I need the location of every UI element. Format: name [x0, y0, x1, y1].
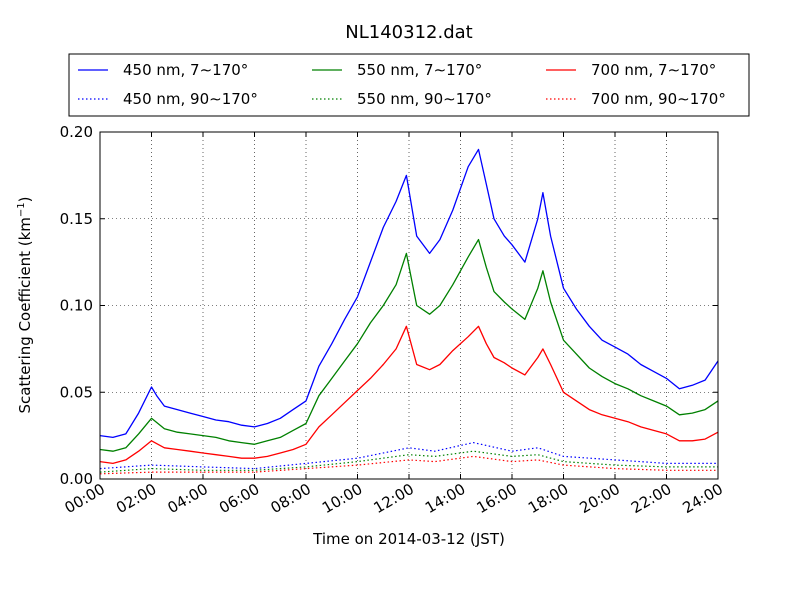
- chart-title: NL140312.dat: [345, 22, 472, 43]
- x-tick-label: 18:00: [525, 480, 571, 517]
- series-group: [99, 148, 719, 475]
- x-tick-label: 12:00: [371, 480, 417, 517]
- y-tick-label: 0.00: [60, 470, 93, 488]
- legend: 450 nm, 7∼170° 450 nm, 90∼170° 550 nm, 7∼1…: [68, 53, 750, 117]
- x-tick-label: 10:00: [319, 480, 365, 517]
- y-tick-label: 0.15: [60, 210, 93, 228]
- series-line-3: [99, 450, 718, 473]
- x-tick-label: 08:00: [268, 480, 314, 517]
- y-tick-label: 0.20: [60, 123, 93, 141]
- x-tick-label: 22:00: [628, 480, 674, 517]
- series-line-4: [99, 325, 719, 465]
- y-axis-label: Scattering Coefficient (km−1): [16, 196, 34, 413]
- x-axis-label: Time on 2014-03-12 (JST): [312, 530, 505, 548]
- series-line-2: [99, 238, 719, 452]
- x-tick-label: 20:00: [577, 480, 623, 517]
- legend-box: [68, 53, 750, 117]
- x-tick-label: 06:00: [216, 480, 262, 517]
- legend-label-5: 700 nm, 90∼170°: [591, 90, 726, 108]
- grid: [100, 132, 718, 479]
- x-tick-label: 16:00: [474, 480, 520, 517]
- x-tick-label: 24:00: [680, 480, 726, 517]
- legend-label-2: 550 nm, 7∼170°: [357, 61, 482, 79]
- legend-label-0: 450 nm, 7∼170°: [123, 61, 248, 79]
- x-tick-label: 14:00: [422, 480, 468, 517]
- y-tick-label: 0.05: [60, 383, 93, 401]
- legend-label-3: 550 nm, 90∼170°: [357, 90, 492, 108]
- ticks: 00:00 02:00 04:00 06:00 08:00 10:00 12:00 14:00…: [60, 123, 726, 517]
- series-line-0: [99, 148, 719, 439]
- y-axis-label-sup: −1: [16, 202, 27, 217]
- x-tick-label: 04:00: [165, 480, 211, 517]
- y-axis-label-main: Scattering Coefficient (km: [16, 217, 34, 413]
- series-line-1: [99, 442, 718, 470]
- legend-label-4: 700 nm, 7∼170°: [591, 61, 716, 79]
- y-tick-label: 0.10: [60, 297, 93, 315]
- legend-label-1: 450 nm, 90∼170°: [123, 90, 258, 108]
- series-line-5: [99, 455, 718, 475]
- y-axis-label-end: ): [16, 196, 34, 202]
- x-tick-label: 02:00: [113, 480, 159, 517]
